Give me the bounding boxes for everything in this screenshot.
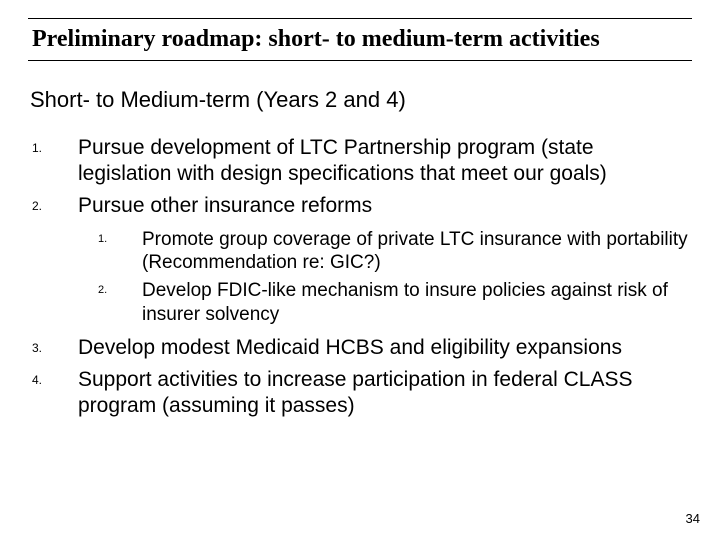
list-text: Support activities to increase participa… xyxy=(78,367,692,420)
list-text: Pursue development of LTC Partnership pr… xyxy=(78,135,692,188)
list-item: 1. Pursue development of LTC Partnership… xyxy=(28,135,692,188)
title-container: Preliminary roadmap: short- to medium-te… xyxy=(28,18,692,61)
list-level-2: 1. Promote group coverage of private LTC… xyxy=(98,228,692,327)
list-text: Develop FDIC-like mechanism to insure po… xyxy=(142,279,692,327)
list-item: 3. Develop modest Medicaid HCBS and elig… xyxy=(28,335,692,361)
list-level-1b: 3. Develop modest Medicaid HCBS and elig… xyxy=(28,335,692,420)
list-level-1a: 1. Pursue development of LTC Partnership… xyxy=(28,135,692,220)
list-number: 1. xyxy=(98,228,142,245)
list-text: Develop modest Medicaid HCBS and eligibi… xyxy=(78,335,622,361)
slide-title: Preliminary roadmap: short- to medium-te… xyxy=(32,25,688,54)
slide: Preliminary roadmap: short- to medium-te… xyxy=(0,0,720,540)
list-number: 1. xyxy=(28,135,78,155)
list-number: 4. xyxy=(28,367,78,387)
page-number: 34 xyxy=(686,511,700,526)
list-subitem: 2. Develop FDIC-like mechanism to insure… xyxy=(98,279,692,327)
list-item: 4. Support activities to increase partic… xyxy=(28,367,692,420)
list-number: 2. xyxy=(98,279,142,296)
list-number: 3. xyxy=(28,335,78,355)
slide-subtitle: Short- to Medium-term (Years 2 and 4) xyxy=(28,87,692,113)
list-text: Pursue other insurance reforms xyxy=(78,193,372,219)
list-number: 2. xyxy=(28,193,78,213)
list-text: Promote group coverage of private LTC in… xyxy=(142,228,692,276)
list-subitem: 1. Promote group coverage of private LTC… xyxy=(98,228,692,276)
list-item: 2. Pursue other insurance reforms xyxy=(28,193,692,219)
